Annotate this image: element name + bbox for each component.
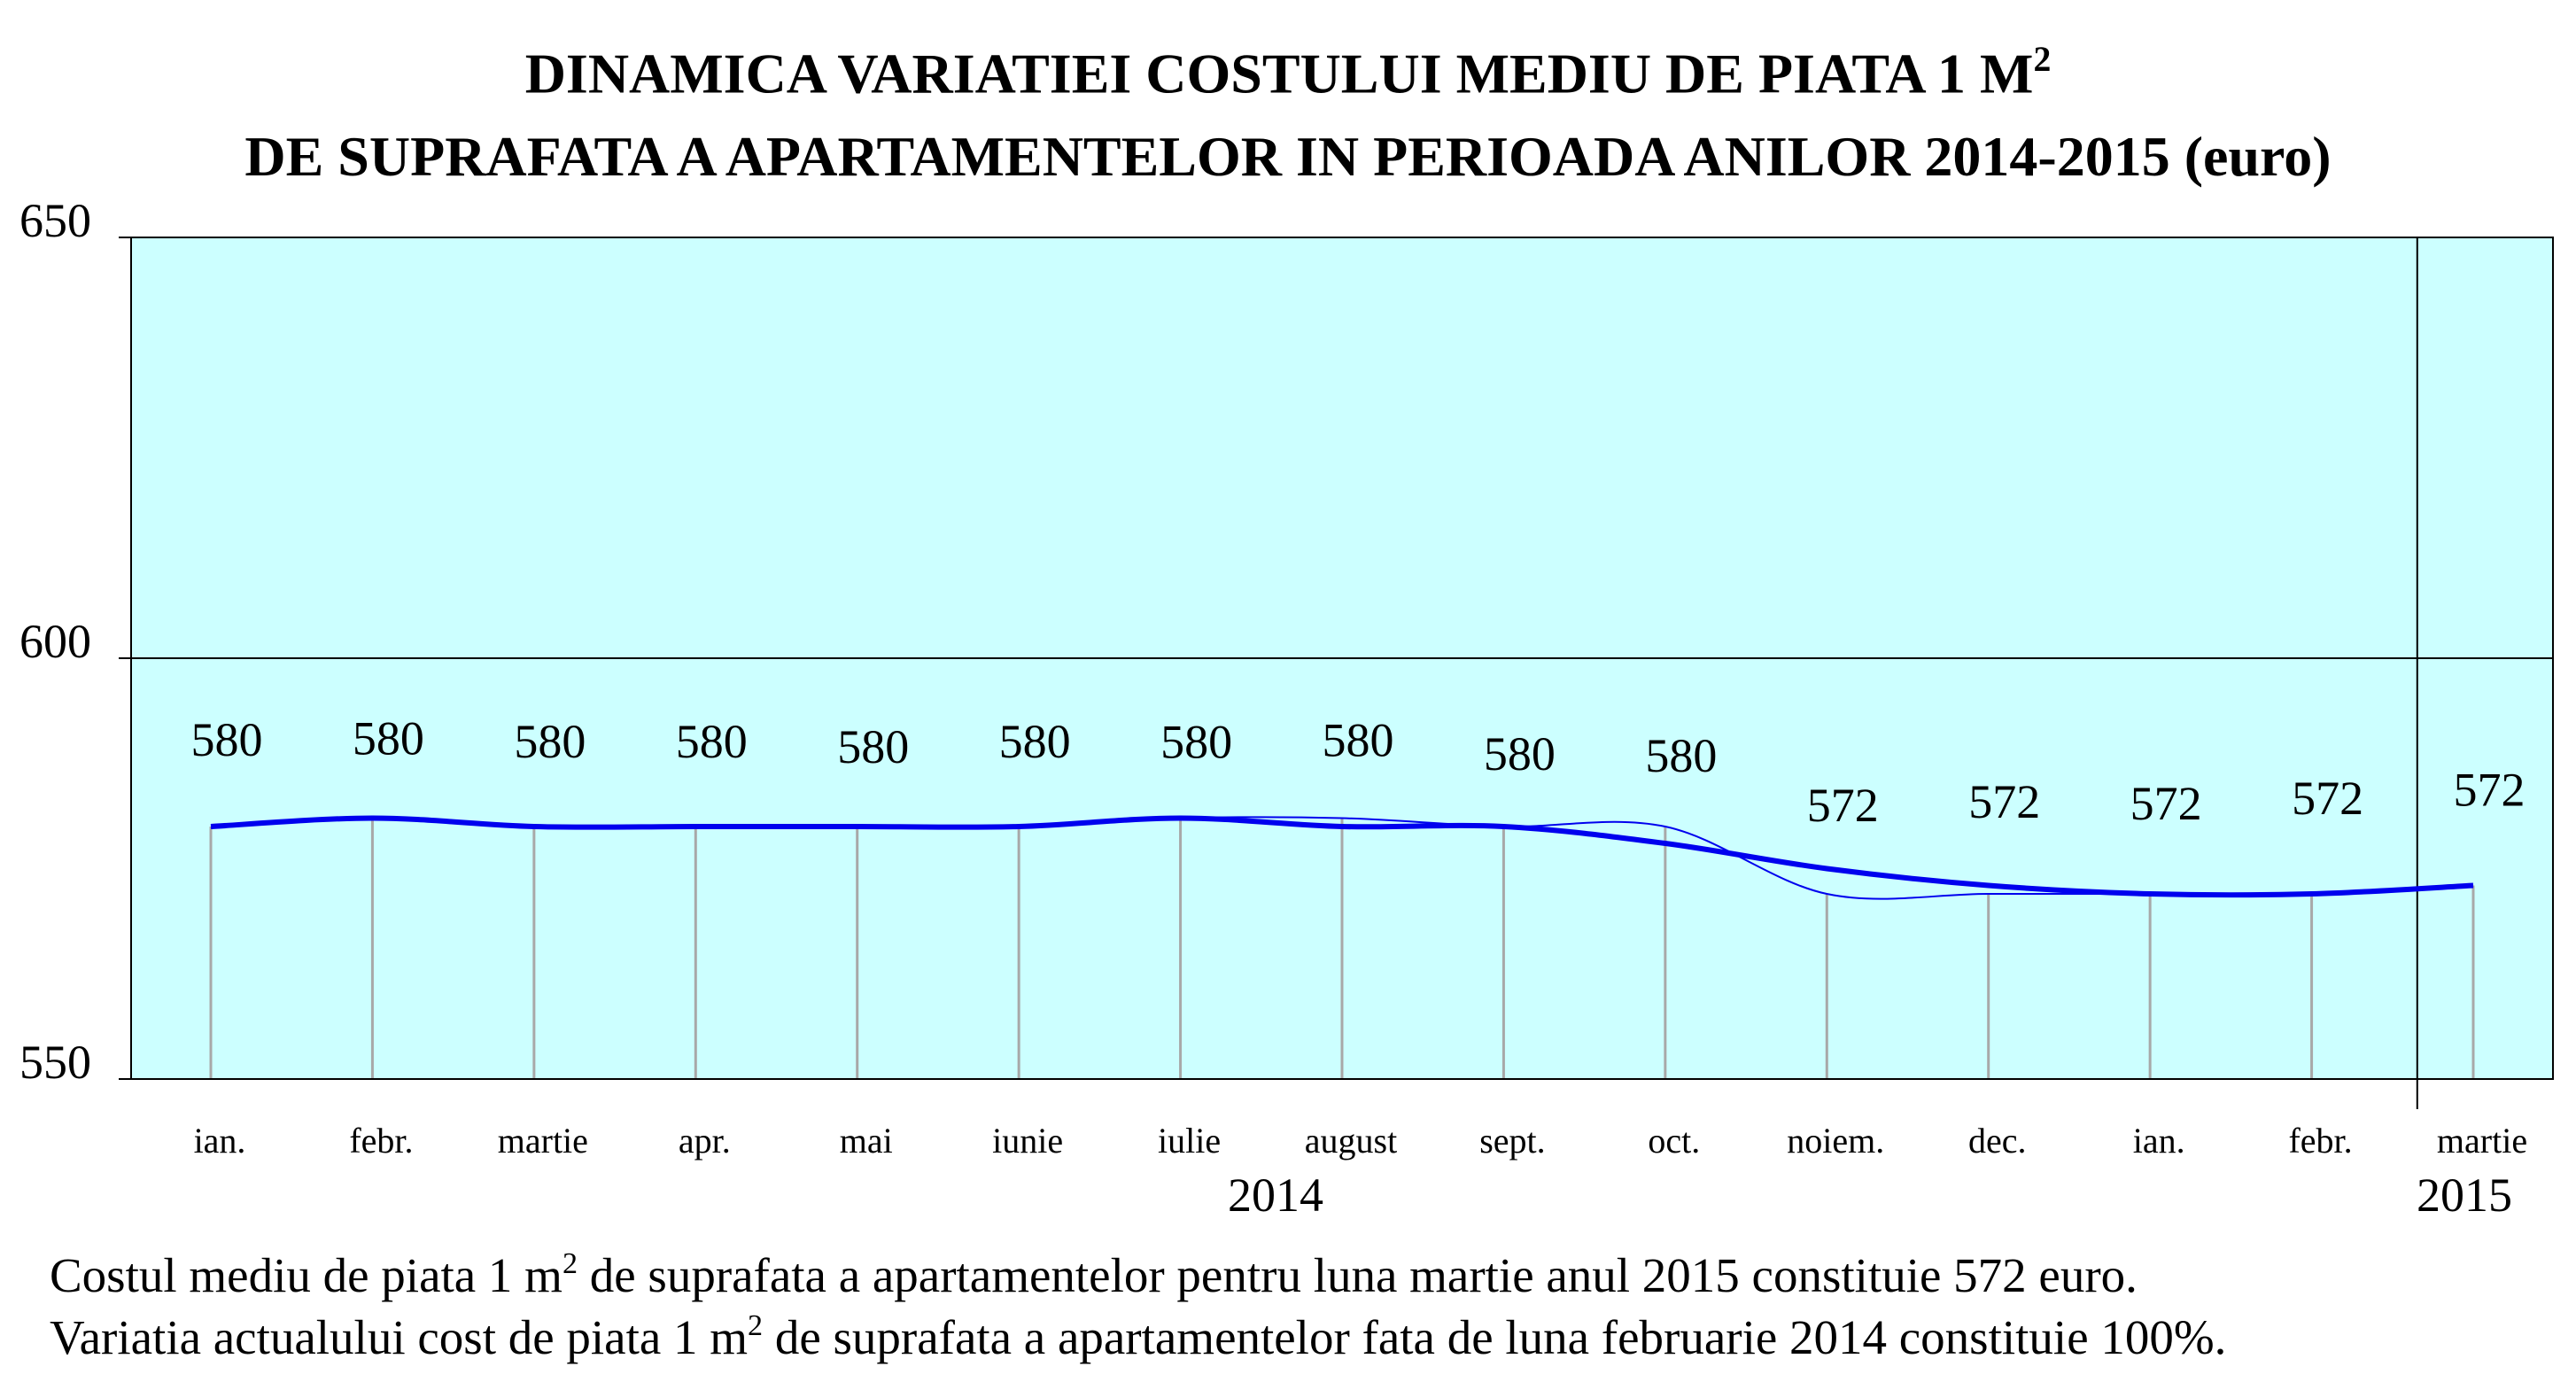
footer-note-2-superscript: 2 <box>748 1309 764 1342</box>
x-tick-label: ian. <box>193 1121 246 1161</box>
title-text-2: DE SUPRAFATA A APARTAMENTELOR IN PERIOAD… <box>244 125 2170 188</box>
title-unit: (euro) <box>2184 125 2332 188</box>
data-label: 580 <box>514 715 586 768</box>
x-tick-label: martie <box>2436 1121 2528 1161</box>
footer-note-2: Variatia actualului cost de piata 1 m2 d… <box>50 1309 2227 1365</box>
series-line-thick <box>210 815 2474 898</box>
x-tick-label: noiem. <box>1787 1121 1885 1161</box>
chart-title-line-2: DE SUPRAFATA A APARTAMENTELOR IN PERIOAD… <box>0 128 2576 185</box>
data-label: 580 <box>353 712 424 765</box>
footer-note-1-superscript: 2 <box>562 1247 578 1280</box>
data-label: 580 <box>837 720 909 773</box>
x-tick-label: iulie <box>1158 1121 1222 1161</box>
data-label: 580 <box>191 713 263 766</box>
footer-note-1: Costul mediu de piata 1 m2 de suprafata … <box>50 1247 2138 1303</box>
data-label: 580 <box>676 715 748 768</box>
y-tick-label: 650 <box>19 194 91 247</box>
data-label: 572 <box>1807 779 1879 832</box>
x-tick-label: ian. <box>2132 1121 2185 1161</box>
year-label: 2015 <box>2417 1168 2512 1222</box>
data-label: 572 <box>2292 772 2363 825</box>
x-tick-label: dec. <box>1967 1121 2027 1161</box>
footer-note-2-text-a: Variatia actualului cost de piata 1 m <box>50 1310 749 1365</box>
data-label: 572 <box>1968 775 2040 828</box>
x-tick-label: martie <box>497 1121 588 1161</box>
title-superscript: 2 <box>2033 40 2052 79</box>
data-label: 580 <box>999 715 1071 768</box>
y-tick-label: 550 <box>19 1036 91 1089</box>
chart-title-line-1: DINAMICA VARIATIEI COSTULUI MEDIU DE PIA… <box>0 40 2576 105</box>
data-label: 580 <box>1484 727 1556 780</box>
x-tick-label: apr. <box>678 1121 731 1161</box>
x-tick-label: iunie <box>992 1121 1064 1161</box>
year-label: 2014 <box>1228 1168 1323 1222</box>
data-label: 580 <box>1160 716 1232 769</box>
x-tick-label: august <box>1304 1121 1398 1161</box>
data-label: 580 <box>1323 714 1394 767</box>
x-tick-label: febr. <box>349 1121 414 1161</box>
y-tick-label: 600 <box>19 615 91 668</box>
footer-note-1-text-a: Costul mediu de piata 1 m <box>50 1248 563 1303</box>
data-label: 580 <box>1645 729 1717 782</box>
x-tick-label: oct. <box>1648 1121 1701 1161</box>
footer-note-1-text-b: de suprafata a apartamentelor pentru lun… <box>578 1248 2138 1303</box>
footer-note-2-text-b: de suprafata a apartamentelor fata de lu… <box>763 1310 2227 1365</box>
x-tick-label: febr. <box>2288 1121 2353 1161</box>
data-label: 572 <box>2454 764 2526 817</box>
data-label: 572 <box>2130 777 2202 830</box>
x-tick-label: sept. <box>1479 1121 1546 1161</box>
title-text-1: DINAMICA VARIATIEI COSTULUI MEDIU DE PIA… <box>524 42 2034 105</box>
x-tick-label: mai <box>839 1121 893 1161</box>
